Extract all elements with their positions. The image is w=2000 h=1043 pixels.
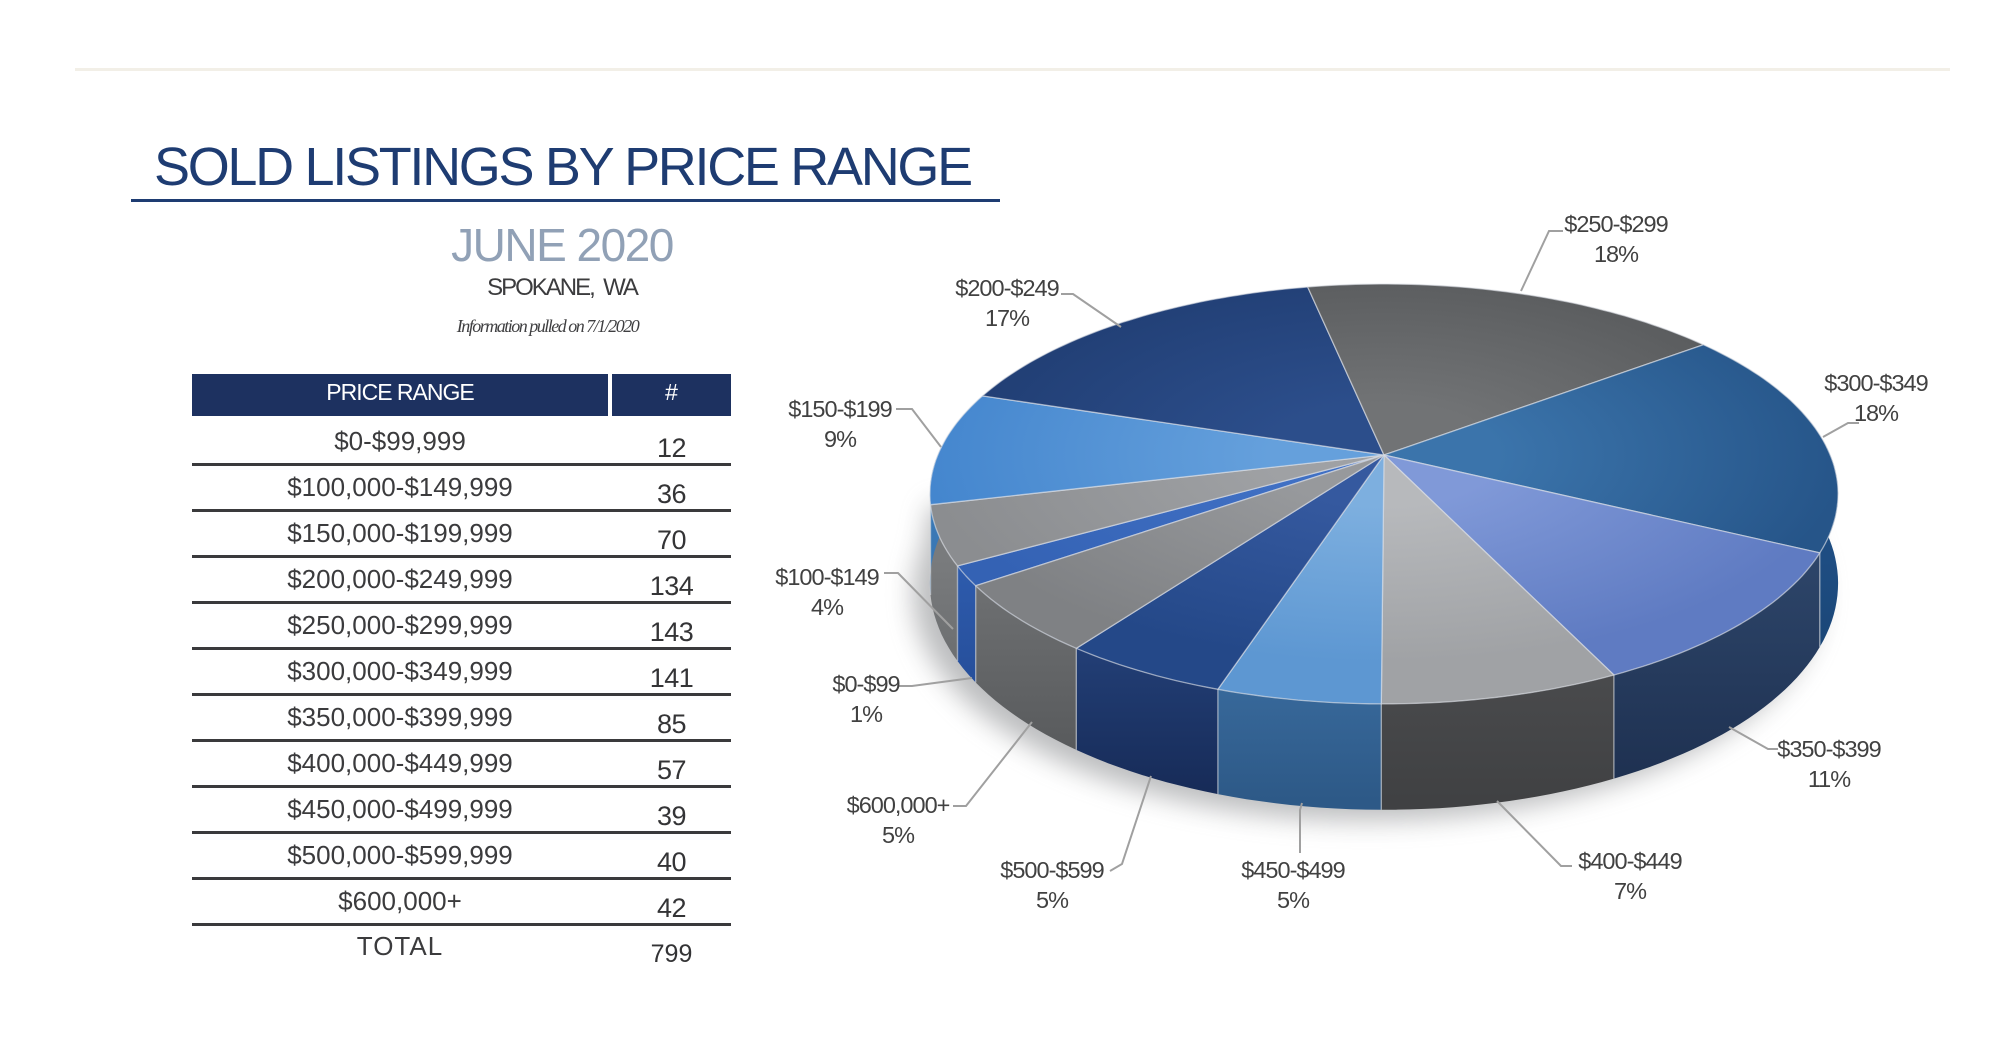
svg-text:$450-$499: $450-$499 — [1241, 857, 1344, 883]
svg-text:17%: 17% — [985, 305, 1030, 331]
svg-text:$600,000+: $600,000+ — [847, 792, 950, 818]
svg-text:7%: 7% — [1614, 878, 1647, 904]
svg-text:$300-$349: $300-$349 — [1824, 370, 1927, 396]
svg-text:$250-$299: $250-$299 — [1564, 211, 1667, 237]
svg-text:9%: 9% — [824, 426, 857, 452]
svg-text:$350-$399: $350-$399 — [1777, 736, 1880, 762]
svg-text:11%: 11% — [1808, 766, 1851, 792]
svg-text:$400-$449: $400-$449 — [1578, 848, 1681, 874]
svg-text:1%: 1% — [850, 701, 883, 727]
svg-text:5%: 5% — [1036, 887, 1069, 913]
svg-text:$500-$599: $500-$599 — [1000, 857, 1103, 883]
svg-text:4%: 4% — [811, 594, 844, 620]
svg-text:18%: 18% — [1594, 241, 1639, 267]
svg-text:5%: 5% — [882, 822, 915, 848]
svg-text:$0-$99: $0-$99 — [832, 671, 899, 697]
svg-text:18%: 18% — [1854, 400, 1899, 426]
svg-text:$150-$199: $150-$199 — [788, 396, 891, 422]
svg-text:$100-$149: $100-$149 — [775, 564, 878, 590]
svg-text:5%: 5% — [1277, 887, 1310, 913]
svg-text:$200-$249: $200-$249 — [955, 275, 1058, 301]
